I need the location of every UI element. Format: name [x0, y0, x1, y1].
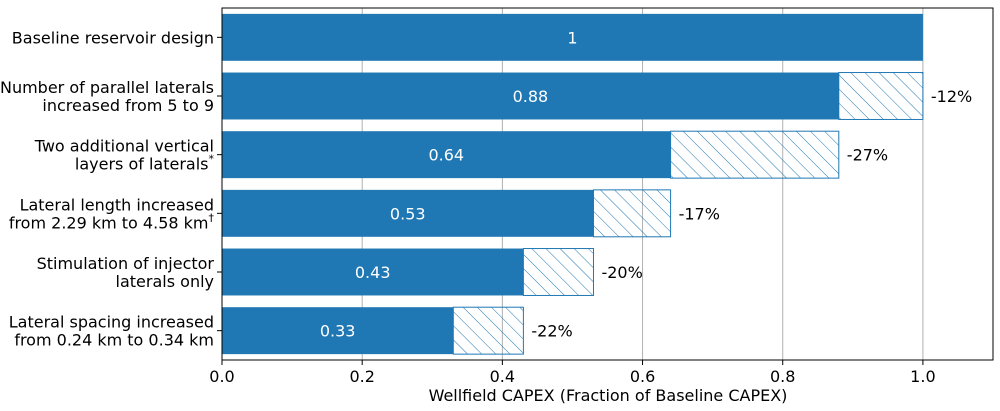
- bar-value-label: 1: [567, 28, 577, 47]
- x-tick-label: 0.4: [490, 367, 515, 386]
- bar: [222, 13, 923, 61]
- bars: 1 0.88 -12% 0.64 -27% 0.53 -17% 0.43 -20% 0.33 -22…: [222, 13, 972, 355]
- reduction-segment: [592, 189, 672, 238]
- category-label: Stimulation of injector laterals only: [37, 254, 215, 291]
- x-tick-label: 0.2: [349, 367, 374, 386]
- category-label: Lateral spacing increased from 0.24 km to…: [9, 313, 214, 350]
- x-tick-label: 1.0: [910, 367, 935, 386]
- x-axis-label: Wellfield CAPEX (Fraction of Baseline CA…: [429, 386, 788, 405]
- reduction-label: -22%: [531, 322, 572, 341]
- bar-value-label: 0.88: [513, 87, 549, 106]
- reduction-segment: [838, 72, 924, 120]
- category-label: Baseline reservoir design: [12, 28, 214, 47]
- bar: [222, 307, 454, 355]
- bar-value-label: 0.43: [355, 263, 391, 282]
- x-tick-label: 0.6: [630, 367, 655, 386]
- bar-value-label: 0.33: [320, 322, 356, 341]
- reduction-segment: [452, 306, 524, 355]
- category-label: Two additional vertical layers of lateral…: [34, 137, 215, 174]
- x-tick-label: 0.0: [209, 367, 234, 386]
- bar: [222, 72, 839, 120]
- bar: [222, 131, 671, 179]
- reduction-segment: [522, 248, 594, 296]
- x-tick-label: 0.8: [770, 367, 795, 386]
- bar-value-label: 0.53: [390, 204, 426, 223]
- plot-frame: [221, 7, 994, 361]
- bar: [222, 189, 594, 237]
- bar-value-label: 0.64: [428, 146, 464, 165]
- reduction-label: -27%: [847, 146, 888, 165]
- bar: [222, 248, 524, 296]
- reduction-segment: [670, 130, 840, 179]
- reduction-label: -17%: [679, 204, 720, 223]
- category-label: Lateral length increased from 2.29 km to …: [9, 195, 215, 232]
- reduction-label: -20%: [601, 263, 642, 282]
- axes: 0.0 0.2 0.4 0.6 0.8 1.0 Baseline reservoir des…: [0, 7, 994, 386]
- reduction-label: -12%: [931, 87, 972, 106]
- category-label: Number of parallel laterals increased fro…: [0, 78, 214, 115]
